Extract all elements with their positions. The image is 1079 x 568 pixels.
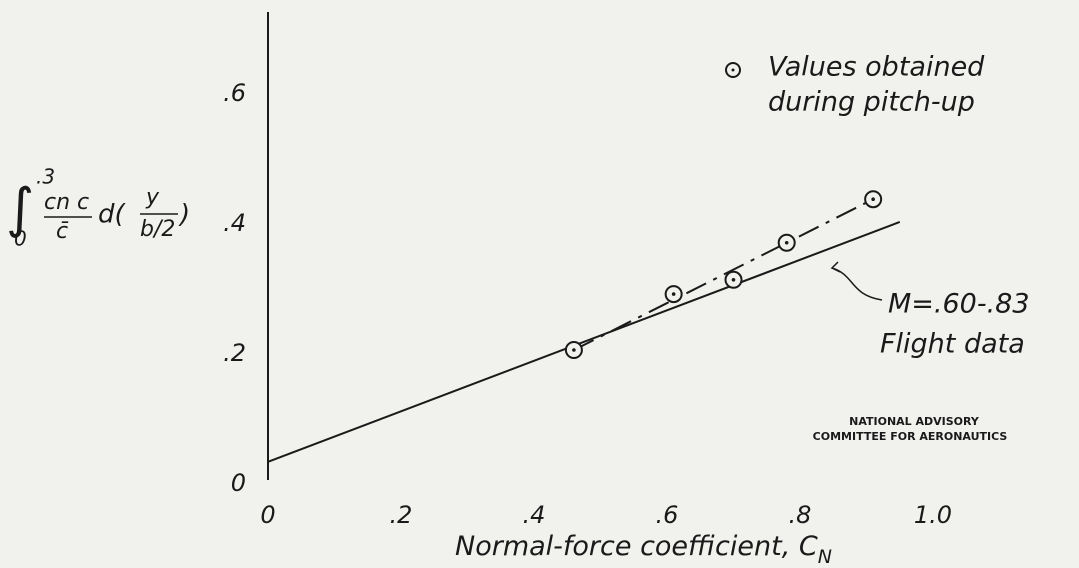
credit: COMMITTEE FOR AERONAUTICS [813,430,1008,443]
y-axis-label: 0 [14,227,27,251]
y-axis-label: d( [98,200,127,230]
line [573,198,874,351]
data-point-dot [784,240,789,245]
x-tick-label: .6 [656,501,679,529]
credit: NATIONAL ADVISORY [849,415,980,428]
legend-marker-dot [731,68,735,72]
x-axis-label: Normal-force coefficient, CN [455,531,832,568]
x-tick-label: 0 [260,501,275,529]
line [267,221,901,463]
data-point-dot [871,197,875,201]
y-axis-label: y [145,185,160,210]
y-axis-label: b/2 [140,217,175,242]
legend-label: Values obtained [768,52,985,83]
x-tick-label: 1.0 [914,501,952,529]
legend-label: during pitch-up [768,87,975,118]
y-tick-label: .6 [223,79,246,107]
data-point-dot [572,348,576,352]
data-point-dot [671,292,676,296]
y-tick-label: .4 [223,209,246,237]
y-axis-label: c̄ [56,219,69,244]
x-axis-label-text: Normal-force coefficient, C [455,531,818,562]
annotation-leader [830,261,883,301]
y-axis-label: ) [178,200,190,230]
annotation: Flight data [880,329,1025,360]
x-tick-label: .4 [523,501,546,529]
y-tick-label: 0 [231,469,246,497]
x-tick-label: .8 [789,501,812,529]
x-axis-label-sub: N [818,546,832,568]
legend-marker [725,62,741,78]
data-point-dot [731,278,736,282]
integral-sign: ∫ [6,177,34,240]
y-axis-label: .3 [36,165,55,189]
y-axis-label: cn c [44,190,89,215]
y-tick-label: .2 [223,339,246,367]
x-tick-label: .2 [390,501,413,529]
annotation: M=.60-.83 [888,289,1030,320]
